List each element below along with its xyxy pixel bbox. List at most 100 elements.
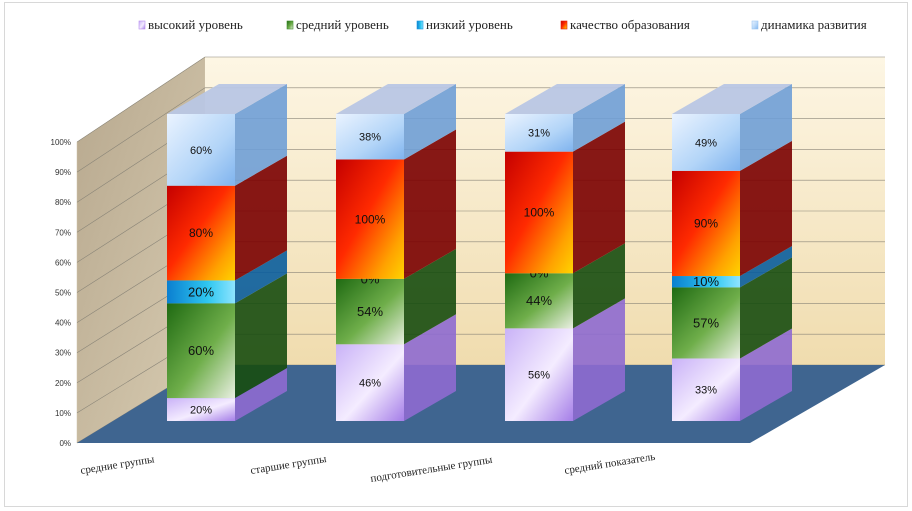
bar-segment-side bbox=[235, 368, 287, 421]
bar-segment bbox=[336, 159, 404, 279]
y-tick-label: 80% bbox=[55, 198, 71, 207]
bar-segment-side bbox=[404, 248, 456, 345]
category-label: средние группы bbox=[80, 453, 156, 477]
legend-swatch bbox=[416, 20, 424, 30]
y-tick-label: 20% bbox=[55, 379, 71, 388]
data-label: 31% bbox=[528, 128, 550, 140]
bar-segment-side bbox=[573, 84, 625, 152]
bar-segment bbox=[672, 276, 740, 288]
legend-item: качество образования bbox=[560, 17, 690, 32]
bar-segment-side bbox=[404, 84, 456, 160]
y-tick-label: 90% bbox=[55, 168, 71, 177]
legend-item: средний уровень bbox=[286, 17, 389, 32]
bar-segment-side bbox=[573, 243, 625, 329]
bar-segment-side bbox=[235, 273, 287, 399]
bar-stack: 33% 57% 10% 90% 49% bbox=[672, 84, 792, 421]
y-tick-label: 50% bbox=[55, 289, 71, 298]
bar-segment bbox=[167, 114, 235, 186]
chart-svg: высокий уровень средний уровень низкий уро… bbox=[51, 17, 885, 485]
bar-segment-side bbox=[573, 121, 625, 274]
data-label: 20% bbox=[190, 404, 212, 416]
data-label: 60% bbox=[188, 343, 214, 358]
data-label: 100% bbox=[524, 206, 555, 220]
bar-segment bbox=[505, 114, 573, 152]
legend-swatch bbox=[751, 20, 759, 30]
category-label: средний показатель bbox=[564, 451, 656, 477]
data-label: 38% bbox=[359, 132, 381, 144]
legend-swatch bbox=[138, 20, 146, 30]
data-label: 80% bbox=[189, 226, 213, 240]
bar-segment-side bbox=[740, 246, 792, 288]
y-tick-label: 0% bbox=[59, 439, 71, 448]
legend-label: средний уровень bbox=[296, 17, 389, 32]
bar-segment bbox=[505, 151, 573, 274]
bars: 20%60%20%80%60%46%54%0%100%38%56%44%0%10… bbox=[167, 84, 792, 421]
bar-stack: 46%54%0%100%38% bbox=[336, 84, 456, 421]
data-label: 57% bbox=[693, 315, 719, 330]
legend-label: динамика развития bbox=[761, 17, 867, 32]
data-label: 100% bbox=[355, 212, 386, 226]
bar-top-face bbox=[505, 84, 625, 114]
category-label: старшие группы bbox=[250, 453, 328, 477]
bar-segment bbox=[672, 287, 740, 359]
legend-label: низкий уровень bbox=[426, 17, 513, 32]
bar-segment bbox=[167, 280, 235, 304]
data-label: 56% bbox=[528, 370, 550, 382]
bar-segment bbox=[336, 114, 404, 160]
bar-top-face bbox=[336, 84, 456, 114]
bar-segment-side bbox=[740, 140, 792, 277]
legend-item: динамика развития bbox=[751, 17, 867, 32]
bar-top-face bbox=[672, 84, 792, 114]
bar-segment-side bbox=[740, 257, 792, 359]
data-label: 49% bbox=[695, 137, 717, 149]
data-label: 90% bbox=[694, 217, 718, 231]
bar-segment-side bbox=[740, 328, 792, 421]
bar-segment bbox=[672, 358, 740, 421]
bar-segment bbox=[167, 303, 235, 399]
data-label: 10% bbox=[693, 274, 719, 289]
legend-label: высокий уровень bbox=[148, 17, 243, 32]
y-tick-label: 10% bbox=[55, 409, 71, 418]
bar-segment bbox=[672, 170, 740, 277]
bar-segment-side bbox=[235, 155, 287, 281]
bar-top-face bbox=[167, 84, 287, 114]
data-label: 33% bbox=[695, 385, 717, 397]
bar-segment bbox=[672, 114, 740, 171]
data-label: 54% bbox=[357, 304, 383, 319]
bar-segment bbox=[167, 398, 235, 421]
legend-swatch bbox=[560, 20, 568, 30]
legend-swatch bbox=[286, 20, 294, 30]
bar-segment-side bbox=[573, 298, 625, 421]
y-tick-label: 70% bbox=[55, 228, 71, 237]
bar-segment-side bbox=[404, 129, 456, 279]
category-label: подготовительные группы bbox=[370, 454, 494, 485]
bar-segment-side bbox=[235, 250, 287, 304]
y-tick-label: 60% bbox=[55, 258, 71, 267]
gridline-side bbox=[76, 56, 206, 143]
chart-frame: высокий уровень средний уровень низкий уро… bbox=[4, 2, 908, 507]
x-axis: средние группы старшие группы подготовител… bbox=[80, 451, 656, 485]
legend: высокий уровень средний уровень низкий уро… bbox=[138, 17, 867, 32]
y-axis: 0% 10% 20% 30% 40% 50% 60% 70% 80% 90% 100% bbox=[51, 138, 71, 448]
bar-segment bbox=[505, 328, 573, 421]
bar-segment bbox=[336, 344, 404, 421]
y-tick-label: 40% bbox=[55, 319, 71, 328]
bar-segment-side bbox=[235, 84, 287, 186]
bar-segment-side bbox=[404, 314, 456, 421]
y-tick-label: 100% bbox=[51, 138, 71, 147]
bar-stack: 20% 60% 20% 80% 60% bbox=[167, 84, 287, 421]
y-tick-label: 30% bbox=[55, 349, 71, 358]
data-label: 46% bbox=[359, 378, 381, 390]
legend-label: качество образования bbox=[570, 17, 690, 32]
gridline-side bbox=[76, 87, 206, 173]
bar-segment bbox=[505, 273, 573, 329]
bar-stack: 56%44%0%100%31% bbox=[505, 84, 625, 421]
bar-segment bbox=[336, 278, 404, 345]
bar-segment bbox=[167, 185, 235, 281]
bar-segment-side bbox=[740, 84, 792, 171]
legend-item: низкий уровень bbox=[416, 17, 513, 32]
legend-item: высокий уровень bbox=[138, 17, 243, 32]
data-label: 20% bbox=[188, 284, 214, 299]
data-label: 60% bbox=[190, 145, 212, 157]
data-label: 44% bbox=[526, 293, 552, 308]
